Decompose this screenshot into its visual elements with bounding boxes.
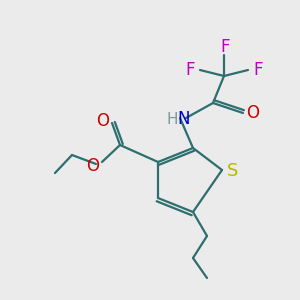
Text: O: O — [97, 112, 110, 130]
Text: O: O — [86, 157, 100, 175]
Text: S: S — [227, 162, 239, 180]
Text: N: N — [178, 110, 190, 128]
Text: F: F — [220, 38, 230, 56]
Text: O: O — [247, 104, 260, 122]
Text: F: F — [185, 61, 195, 79]
Text: F: F — [253, 61, 263, 79]
Text: H: H — [166, 112, 178, 127]
